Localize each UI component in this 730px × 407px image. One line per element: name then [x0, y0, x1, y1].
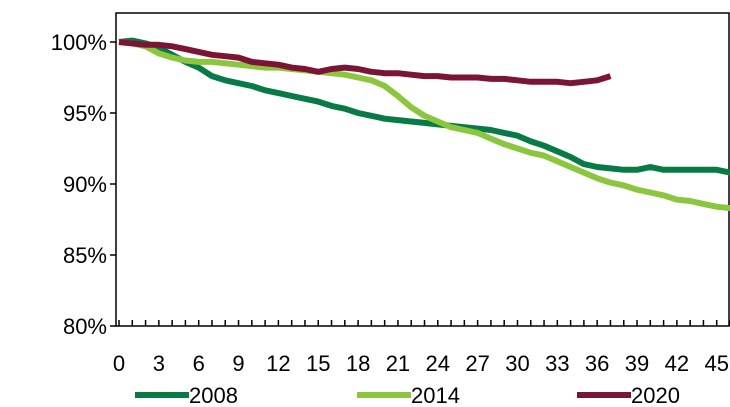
x-tick-label: 30 [505, 351, 529, 376]
series-layer [118, 37, 730, 212]
y-axis: 80% 85% 90% 95% 100% [51, 30, 116, 339]
x-tick-label: 21 [386, 351, 410, 376]
x-tick-label: 6 [193, 351, 205, 376]
x-tick-label: 27 [465, 351, 489, 376]
y-tick-label: 80% [63, 314, 107, 339]
series-line-2008 [118, 37, 730, 176]
y-tick-label: 100% [51, 30, 107, 55]
x-tick-label: 3 [153, 351, 165, 376]
legend-label-2014: 2014 [411, 383, 460, 407]
x-tick-label: 45 [704, 351, 728, 376]
x-tick-label: 33 [545, 351, 569, 376]
x-tick-label: 18 [346, 351, 370, 376]
x-tick-label: 42 [665, 351, 689, 376]
series-line-2020 [118, 39, 612, 87]
legend-label-2008: 2008 [189, 383, 238, 407]
legend: 2008 2014 2020 [135, 383, 680, 407]
series-line-2014 [118, 39, 730, 212]
x-tick-label: 24 [426, 351, 450, 376]
x-tick-label: 36 [585, 351, 609, 376]
x-tick-label: 0 [113, 351, 125, 376]
x-tick-label: 9 [232, 351, 244, 376]
y-tick-label: 85% [63, 243, 107, 268]
legend-label-2020: 2020 [631, 383, 680, 407]
y-tick-label: 90% [63, 172, 107, 197]
x-axis: 0 3 6 9 12 15 18 21 24 27 30 33 36 39 42 45 [113, 320, 730, 376]
x-tick-label: 15 [306, 351, 330, 376]
x-tick-label: 39 [625, 351, 649, 376]
y-tick-label: 95% [63, 101, 107, 126]
x-tick-label: 12 [266, 351, 290, 376]
